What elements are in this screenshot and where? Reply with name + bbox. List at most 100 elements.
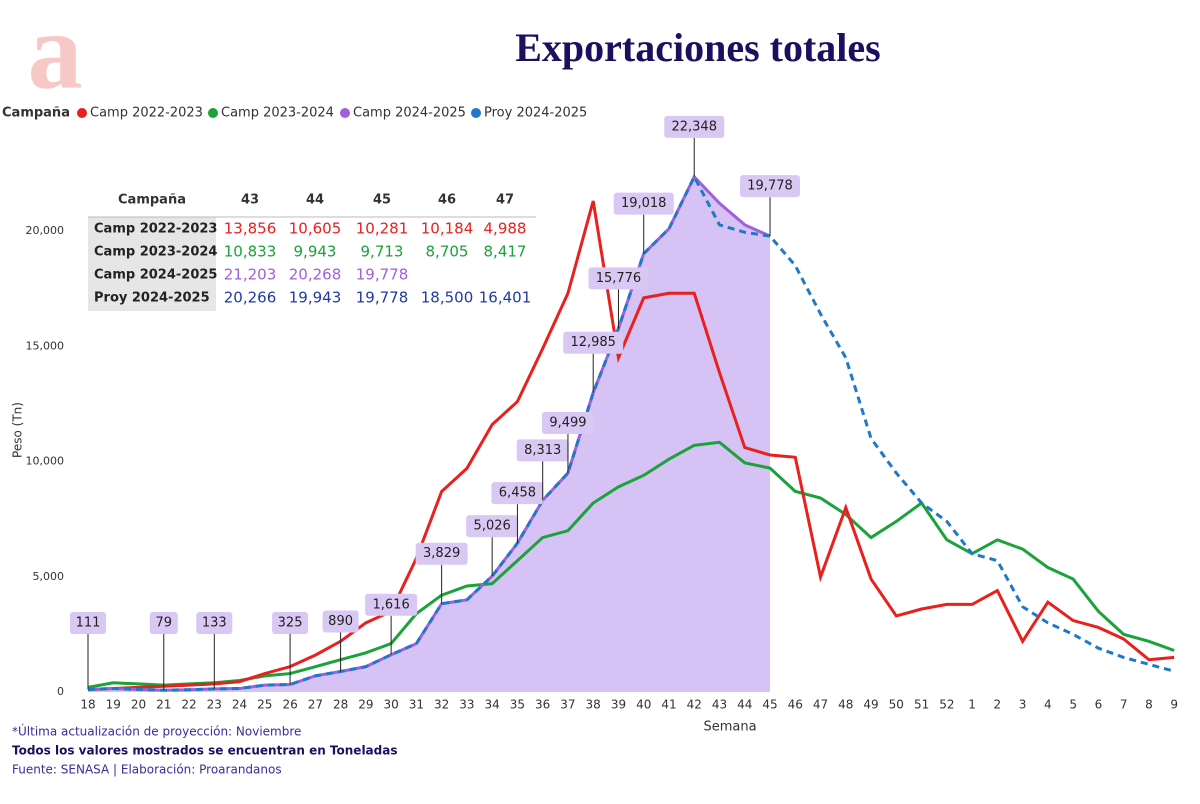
label-box	[272, 612, 309, 634]
data-label: 133	[202, 616, 227, 631]
data-label: 1,616	[373, 597, 410, 612]
legend-label: Proy 2024-2025	[484, 106, 587, 121]
legend-marker	[77, 108, 87, 118]
x-tick-label: 47	[813, 698, 828, 712]
label-box	[516, 439, 569, 462]
x-tick-label: 33	[459, 698, 474, 712]
label-box	[613, 192, 674, 215]
x-tick-label: 2	[994, 698, 1002, 712]
legend-marker	[208, 108, 218, 118]
y-tick-label: 20,000	[26, 224, 65, 237]
x-tick-label: 35	[510, 698, 525, 712]
x-tick-label: 36	[535, 698, 550, 712]
table-cell: 10,281	[356, 220, 409, 238]
label-box	[740, 175, 801, 198]
data-label: 22,348	[671, 119, 717, 134]
table-cell: 9,943	[294, 243, 337, 261]
x-tick-label: 21	[156, 698, 171, 712]
area	[88, 176, 771, 692]
y-tick-label: 5,000	[33, 570, 65, 583]
table-header: Campaña	[118, 193, 186, 208]
x-tick-label: 31	[409, 698, 424, 712]
logo: a	[28, 0, 83, 111]
table-row-label: Camp 2024-2025	[94, 268, 217, 283]
x-tick-label: 29	[358, 698, 373, 712]
x-tick-label: 52	[939, 698, 954, 712]
table-cell: 19,778	[356, 266, 409, 284]
table-header: 46	[438, 193, 456, 208]
data-label: 111	[76, 616, 101, 631]
x-tick-label: 24	[232, 698, 247, 712]
x-tick-label: 41	[661, 698, 676, 712]
table-header: 44	[306, 193, 324, 208]
table-label-bg	[88, 217, 216, 311]
data-label: 79	[156, 616, 173, 631]
data-label: 3,829	[423, 546, 460, 561]
label-box	[70, 612, 106, 634]
x-tick-label: 45	[762, 698, 777, 712]
table-cell: 4,988	[484, 220, 527, 238]
table-cell: 19,943	[289, 289, 342, 307]
label-box	[541, 412, 594, 435]
label-box	[322, 610, 359, 633]
label-box	[491, 482, 544, 505]
data-label: 15,776	[596, 271, 642, 286]
x-tick-label: 25	[257, 698, 272, 712]
table-header: 47	[496, 193, 514, 208]
label-box	[664, 115, 725, 138]
x-tick-label: 32	[434, 698, 449, 712]
x-tick-label: 37	[560, 698, 575, 712]
label-box	[588, 267, 649, 290]
table-row-label: Proy 2024-2025	[94, 291, 210, 306]
x-tick-label: 42	[687, 698, 702, 712]
table-cell: 18,500	[421, 289, 474, 307]
data-label: 5,026	[474, 519, 511, 534]
x-tick-label: 46	[788, 698, 803, 712]
table-cell: 16,401	[479, 289, 532, 307]
data-label: 19,018	[621, 196, 667, 211]
data-label: 6,458	[499, 486, 536, 501]
x-tick-label: 4	[1044, 698, 1052, 712]
line	[87, 440, 1175, 689]
x-tick-label: 19	[106, 698, 121, 712]
table-cell: 10,605	[289, 220, 342, 238]
legend-marker	[340, 108, 350, 118]
data-label: 9,499	[549, 416, 586, 431]
chart-title: Exportaciones totales	[515, 25, 881, 70]
x-tick-label: 1	[968, 698, 976, 712]
x-tick-label: 6	[1095, 698, 1103, 712]
y-tick-label: 10,000	[26, 455, 65, 468]
data-label: 8,313	[524, 443, 561, 458]
table-row-label: Camp 2022-2023	[94, 222, 217, 237]
x-tick-label: 43	[712, 698, 727, 712]
table-row-label: Camp 2023-2024	[94, 245, 217, 260]
table-cell: 10,184	[421, 220, 474, 238]
table-cell: 8,417	[484, 243, 527, 261]
legend-label: Camp 2024-2025	[353, 106, 466, 121]
y-axis-label: Peso (Tn)	[11, 402, 25, 458]
x-tick-label: 5	[1069, 698, 1077, 712]
label-box	[149, 612, 178, 634]
label-box	[196, 612, 233, 634]
label-box	[365, 593, 418, 616]
data-label: 12,985	[570, 335, 616, 350]
x-tick-label: 39	[611, 698, 626, 712]
label-box	[466, 515, 519, 538]
x-tick-label: 50	[889, 698, 904, 712]
line	[87, 200, 1175, 692]
x-tick-label: 38	[586, 698, 601, 712]
x-tick-label: 44	[737, 698, 752, 712]
x-tick-label: 23	[207, 698, 222, 712]
table-cell: 10,833	[224, 243, 277, 261]
table-cell: 13,856	[224, 220, 277, 238]
x-tick-label: 9	[1170, 698, 1178, 712]
data-label: 325	[278, 616, 303, 631]
table-header: 43	[241, 193, 259, 208]
footnote: Fuente: SENASA | Elaboración: Proarandan…	[12, 763, 282, 777]
y-tick-label: 0	[57, 685, 64, 698]
data-label: 890	[328, 614, 353, 629]
label-box	[415, 542, 468, 565]
x-tick-label: 28	[333, 698, 348, 712]
table-cell: 9,713	[361, 243, 404, 261]
